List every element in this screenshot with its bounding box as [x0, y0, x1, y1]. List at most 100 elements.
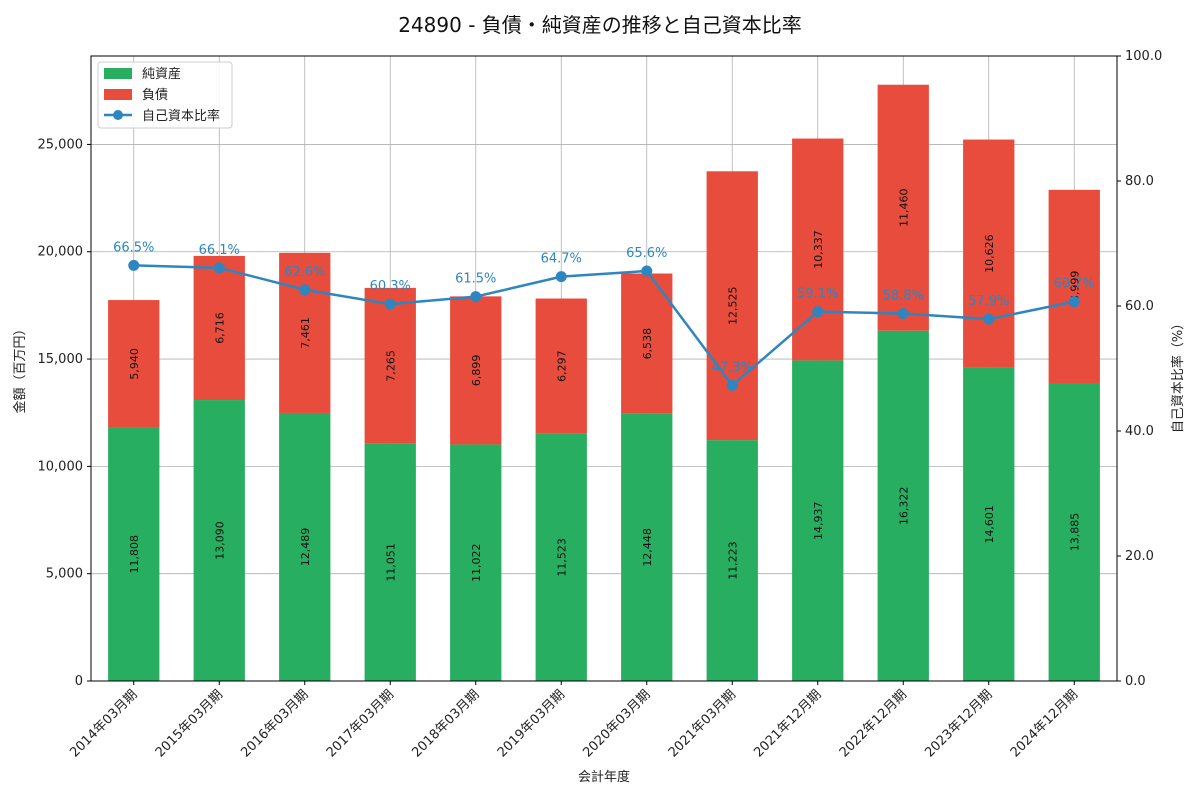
bar-label-equity: 16,322: [897, 487, 910, 526]
y-axis-label: 金額（百万円）: [12, 322, 28, 413]
x-tick-label: 2021年03月期: [666, 687, 739, 760]
ratio-label: 59.1%: [797, 287, 838, 302]
bar-label-liabilities: 6,297: [555, 350, 568, 382]
ratio-label: 60.3%: [370, 279, 411, 294]
ratio-point: [983, 313, 995, 325]
legend-swatch-liabilities: [104, 89, 132, 100]
ratio-point: [812, 306, 824, 318]
x-tick-label: 2016年03月期: [238, 687, 311, 760]
ratio-label: 62.6%: [284, 265, 325, 280]
x-axis-label: 会計年度: [578, 769, 630, 785]
x-tick-label: 2017年03月期: [324, 687, 397, 760]
bar-liabilities: [364, 287, 416, 444]
x-tick-label: 2020年03月期: [580, 687, 653, 760]
ratio-point: [726, 379, 738, 391]
line-layer: 66.5% 66.1% 62.6% 60.3% 61.5% 64.7% 65.6% 47.3%…: [113, 240, 1095, 391]
bar-liabilities: [193, 255, 245, 401]
bar-layer: 11,808 5,940 13,090 6,716 12,489 7,461 11,051 7…: [108, 84, 1100, 681]
bar-label-liabilities: 10,626: [983, 234, 996, 273]
ratio-point: [897, 308, 909, 319]
bar-label-liabilities: 6,716: [213, 312, 226, 344]
ratio-label: 58.8%: [883, 289, 924, 304]
y2-tick-label: 40.0: [1125, 424, 1154, 439]
bar-equity: [364, 443, 416, 681]
bar-label-equity: 11,523: [555, 538, 568, 577]
ratio-label: 60.7%: [1054, 277, 1095, 292]
ratio-point: [384, 298, 396, 310]
bar-label-equity: 11,022: [470, 543, 483, 582]
bar-label-equity: 14,937: [812, 501, 825, 540]
x-tick-label: 2015年03月期: [153, 687, 226, 760]
ratio-point: [128, 259, 140, 271]
bar-liabilities: [792, 138, 844, 361]
bar-liabilities: [963, 139, 1015, 368]
y2-tick-label: 80.0: [1125, 174, 1154, 189]
legend-marker-ratio: [113, 110, 123, 120]
x-tick-label: 2023年12月期: [922, 687, 995, 760]
ratio-point: [1068, 296, 1080, 308]
ratio-point: [213, 262, 225, 274]
bar-label-equity: 14,601: [983, 505, 996, 544]
y2-tick-label: 100.0: [1125, 49, 1162, 64]
x-tick-label: 2024年12月期: [1008, 687, 1081, 760]
x-tick-label: 2021年12月期: [751, 687, 824, 760]
bar-equity: [963, 367, 1015, 681]
ratio-point: [470, 291, 482, 303]
ratio-point: [299, 284, 311, 296]
bar-equity: [535, 433, 587, 681]
bar-label-liabilities: 5,940: [128, 348, 141, 380]
bar-label-equity: 13,090: [213, 521, 226, 560]
bar-liabilities: [706, 171, 758, 441]
bar-label-equity: 12,489: [299, 528, 312, 567]
ratio-label: 57.9%: [968, 294, 1009, 309]
bar-liabilities: [621, 273, 673, 414]
ratio-label: 66.1%: [199, 243, 240, 258]
bar-label-liabilities: 8,999: [1068, 271, 1081, 303]
ratio-label: 66.5%: [113, 240, 154, 255]
ratio-line: [133, 264, 1075, 388]
bar-equity: [108, 427, 160, 681]
bar-label-liabilities: 7,265: [384, 350, 397, 382]
bar-liabilities: [450, 296, 502, 445]
bar-equity: [1048, 382, 1100, 681]
bar-label-liabilities: 11,460: [897, 188, 910, 227]
x-tick-label: 2018年03月期: [409, 687, 482, 760]
chart-title: 24890 - 負債・純資産の推移と自己資本比率: [398, 13, 802, 37]
bar-label-liabilities: 12,525: [726, 286, 739, 325]
y-tick-label: 25,000: [38, 137, 84, 152]
y2-tick-label: 0.0: [1125, 674, 1146, 689]
bar-label-liabilities: 7,461: [299, 317, 312, 349]
bar-equity: [450, 444, 502, 681]
ratio-point: [641, 265, 653, 277]
legend-label-ratio: 自己資本比率: [142, 108, 220, 124]
y2-axis-label: 自己資本比率（%）: [1170, 317, 1186, 433]
legend-label-equity: 純資産: [142, 66, 181, 82]
bar-liabilities: [1048, 189, 1100, 383]
ratio-label: 65.6%: [626, 246, 667, 261]
bar-label-equity: 12,448: [641, 528, 654, 567]
bar-liabilities: [535, 298, 587, 434]
x-tick-label: 2019年03月期: [495, 687, 568, 760]
legend: 純資産 負債 自己資本比率: [97, 61, 233, 129]
y-tick-label: 20,000: [38, 245, 84, 260]
bar-label-liabilities: 6,538: [641, 328, 654, 360]
bar-liabilities: [877, 84, 929, 331]
ratio-label: 64.7%: [541, 252, 582, 267]
bar-equity: [621, 413, 673, 681]
bar-label-liabilities: 10,337: [812, 230, 825, 269]
y-tick-label: 10,000: [38, 459, 84, 474]
bar-liabilities: [108, 300, 160, 428]
plot-frame: [90, 55, 1118, 682]
legend-swatch-equity: [104, 68, 132, 79]
bar-label-equity: 11,223: [726, 541, 739, 580]
ratio-label: 61.5%: [455, 272, 496, 287]
bar-equity: [193, 400, 245, 681]
y2-tick-label: 20.0: [1125, 549, 1154, 564]
ratio-point: [555, 271, 567, 283]
bar-label-equity: 11,808: [128, 535, 141, 574]
bar-equity: [877, 330, 929, 681]
bar-label-equity: 11,051: [384, 543, 397, 582]
bar-equity: [792, 360, 844, 681]
legend-label-liabilities: 負債: [142, 88, 168, 103]
